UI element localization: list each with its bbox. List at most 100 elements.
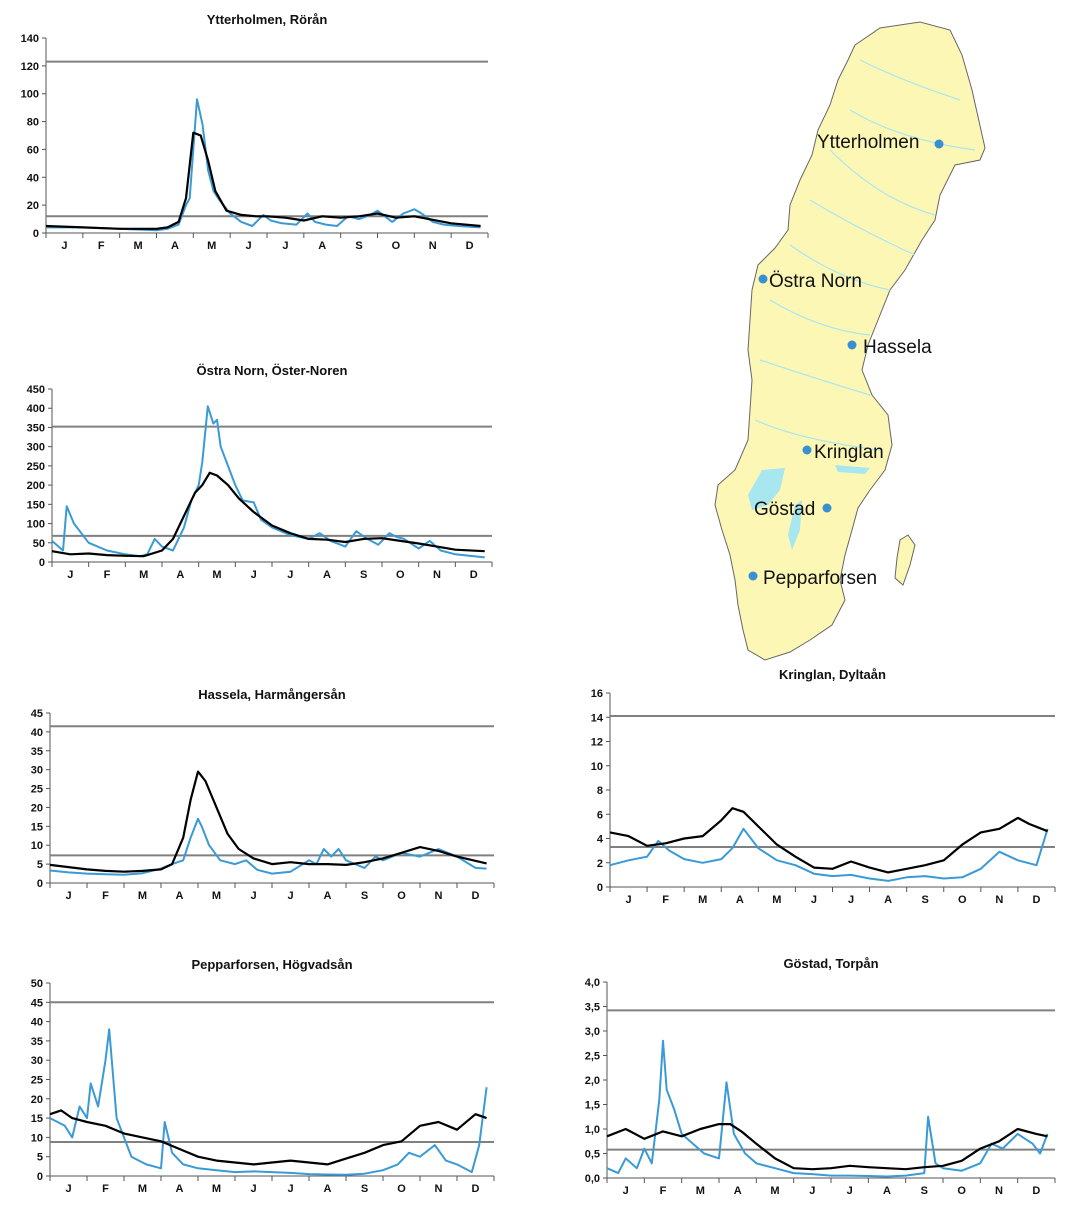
y-tick-label: 35: [31, 746, 43, 758]
y-tick-label: 120: [21, 61, 39, 73]
y-tick-label: 350: [27, 422, 45, 434]
x-tick-label: M: [139, 569, 148, 581]
x-tick-label: J: [282, 240, 288, 252]
x-tick-label: D: [470, 569, 478, 581]
y-tick-label: 5: [37, 1152, 43, 1164]
x-tick-label: O: [392, 240, 401, 252]
lake-vanern: [748, 468, 785, 510]
y-tick-label: 4: [597, 834, 604, 846]
y-tick-label: 450: [27, 384, 45, 396]
chart-gostad: Göstad, Torpån 0,0 0,5 1,0 1,5 2,0 2,5 3,0 3,5 4,…: [560, 946, 1069, 1206]
lake-vattern: [788, 500, 802, 550]
x-tick-label: S: [922, 894, 929, 906]
station-dot: [934, 139, 944, 149]
station-label: Östra Norn: [769, 271, 862, 292]
chart-title: Hassela, Harmångersån: [198, 687, 345, 702]
y-tick-label: 0,5: [585, 1149, 600, 1161]
x-tick-label: A: [171, 240, 179, 252]
x-tick-label: M: [698, 894, 707, 906]
x-tick-label: A: [734, 1185, 742, 1197]
x-tick-label: S: [355, 240, 362, 252]
y-tick-label: 0: [597, 882, 603, 894]
x-tick-label: S: [361, 890, 368, 902]
chart-title: Östra Norn, Öster-Noren: [197, 363, 348, 378]
y-tick-label: 10: [591, 761, 603, 773]
x-tick-label: A: [176, 1183, 184, 1195]
y-tick-label: 40: [27, 172, 39, 184]
x-tick-label: A: [176, 890, 184, 902]
y-tick-label: 1,5: [585, 1100, 600, 1112]
series-line-mean: [49, 770, 487, 873]
sweden-map: Ytterholmen Östra Norn Hassela Kringlan Göst…: [700, 20, 1000, 665]
x-tick-label: O: [958, 894, 967, 906]
chart-svg: Hassela, Harmångersån 0 5 10 15 20 25 30 35 40 45 J…: [31, 687, 495, 902]
map-svg: Ytterholmen Östra Norn Hassela Kringlan Göst…: [714, 21, 986, 661]
y-tick-label: 50: [33, 538, 45, 550]
y-tick-label: 100: [27, 519, 45, 531]
y-tick-label: 2,0: [585, 1075, 600, 1087]
chart-ostra-norn: Östra Norn, Öster-Noren 0 50 100 150 200 250 30…: [0, 345, 500, 585]
x-tick-label: J: [61, 240, 67, 252]
x-tick-label: S: [360, 569, 367, 581]
chart-kringlan: Kringlan, Dyltaån 0 2 4 6 8 10 12 14 16 J F M A M J J A S O…: [560, 667, 1069, 906]
station-dot: [847, 340, 857, 350]
x-tick-label: J: [623, 1185, 629, 1197]
x-tick-label: D: [472, 1183, 480, 1195]
chart-ytterholmen: Ytterholmen, Rörån 0 20 40 60 80 100 120 140 J F M A…: [0, 0, 500, 260]
series-line-observed: [609, 827, 1049, 882]
y-tick-label: 0: [33, 228, 39, 240]
y-tick-label: 6: [597, 809, 603, 821]
x-tick-label: M: [212, 1183, 221, 1195]
x-tick-label: J: [287, 569, 293, 581]
y-tick-label: 5: [37, 859, 43, 871]
y-tick-label: 250: [27, 461, 45, 473]
x-tick-label: S: [921, 1185, 928, 1197]
chart-svg: Ytterholmen, Rörån 0 20 40 60 80 100 120 140 J F M A…: [21, 12, 489, 252]
y-tick-label: 40: [31, 1017, 43, 1029]
x-tick-label: J: [251, 569, 257, 581]
y-tick-label: 0,0: [585, 1173, 600, 1185]
x-tick-label: J: [250, 890, 256, 902]
y-tick-label: 14: [591, 712, 604, 724]
station-dot: [758, 274, 768, 284]
x-tick-label: J: [847, 1185, 853, 1197]
x-tick-label: J: [625, 894, 631, 906]
y-tick-label: 45: [31, 997, 43, 1009]
x-tick-label: A: [323, 569, 331, 581]
y-tick-label: 15: [31, 821, 43, 833]
y-tick-label: 100: [21, 89, 39, 101]
y-tick-label: 25: [31, 784, 43, 796]
x-tick-label: J: [67, 569, 73, 581]
chart-title: Kringlan, Dyltaån: [779, 667, 886, 682]
x-tick-label: A: [883, 1185, 891, 1197]
y-tick-label: 0: [37, 878, 43, 890]
y-tick-label: 140: [21, 33, 39, 45]
y-tick-label: 16: [591, 688, 603, 700]
chart-svg: Kringlan, Dyltaån 0 2 4 6 8 10 12 14 16 J F M A M J J A S O…: [591, 667, 1056, 906]
x-tick-label: N: [995, 894, 1003, 906]
station-label: Pepparforsen: [763, 568, 877, 589]
y-tick-label: 25: [31, 1075, 43, 1087]
x-tick-label: F: [102, 890, 109, 902]
x-tick-label: A: [884, 894, 892, 906]
y-tick-label: 30: [31, 765, 43, 777]
map-gotland: [894, 534, 916, 586]
x-tick-label: A: [324, 1183, 332, 1195]
series-line-observed: [606, 1039, 1049, 1178]
y-tick-label: 12: [591, 737, 603, 749]
x-tick-label: A: [736, 894, 744, 906]
x-tick-label: O: [957, 1185, 966, 1197]
x-tick-label: M: [138, 1183, 147, 1195]
series-line-observed: [46, 98, 481, 232]
x-tick-label: J: [65, 890, 71, 902]
x-tick-label: M: [696, 1185, 705, 1197]
y-tick-label: 3,5: [585, 1002, 600, 1014]
y-tick-label: 10: [31, 1132, 43, 1144]
y-tick-label: 40: [31, 727, 43, 739]
x-tick-label: J: [65, 1183, 71, 1195]
series-line-mean: [45, 131, 481, 230]
y-tick-label: 20: [31, 802, 43, 814]
station-label: Kringlan: [814, 442, 884, 463]
x-tick-label: D: [466, 240, 474, 252]
chart-svg: Östra Norn, Öster-Noren 0 50 100 150 200 250 30…: [27, 363, 493, 581]
